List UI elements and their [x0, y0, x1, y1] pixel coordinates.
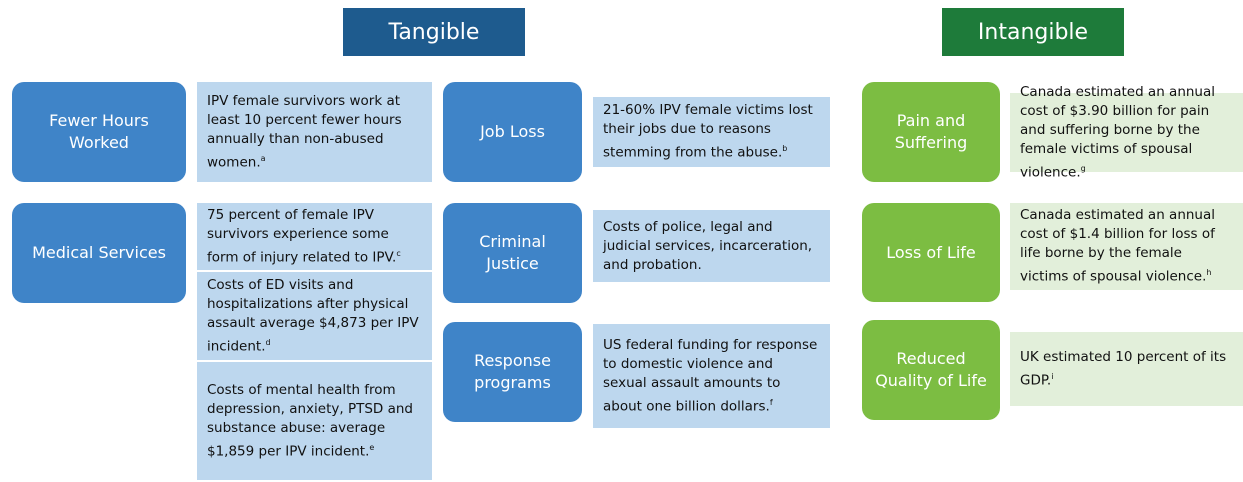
footnote-mark: f [769, 397, 773, 407]
detail-box: US federal funding for response to domes… [593, 324, 830, 428]
detail-text: 75 percent of female IPV survivors exper… [207, 206, 397, 266]
detail-box: 75 percent of female IPV survivors exper… [197, 203, 432, 270]
footnote-mark: c [396, 248, 401, 258]
category-box: Medical Services [12, 203, 186, 303]
footnote-mark: b [782, 144, 788, 154]
footnote-mark: d [265, 337, 271, 347]
detail-box: Costs of police, legal and judicial serv… [593, 210, 830, 282]
category-box: Loss of Life [862, 203, 1000, 302]
detail-box: IPV female survivors work at least 10 pe… [197, 82, 432, 182]
detail-box: Costs of ED visits and hospitalizations … [197, 272, 432, 360]
detail-text: UK estimated 10 percent of its GDP. [1020, 348, 1227, 389]
footnote-mark: h [1206, 268, 1212, 278]
category-box: Reduced Quality of Life [862, 320, 1000, 420]
footnote-mark: a [260, 153, 266, 163]
detail-text: Costs of ED visits and hospitalizations … [207, 276, 419, 355]
detail-box: Canada estimated an annual cost of $3.90… [1010, 84, 1243, 180]
header: Tangible [343, 8, 525, 56]
detail-text: US federal funding for response to domes… [603, 336, 818, 415]
category-box: Fewer Hours Worked [12, 82, 186, 182]
header: Intangible [942, 8, 1124, 56]
detail-text: Canada estimated an annual cost of $1.4 … [1020, 207, 1216, 285]
footnote-mark: i [1051, 371, 1054, 381]
detail-text: Canada estimated an annual cost of $3.90… [1020, 83, 1216, 181]
footnote-mark: e [369, 442, 375, 452]
detail-box: Canada estimated an annual cost of $1.4 … [1010, 203, 1243, 290]
detail-text: 21-60% IPV female victims lost their job… [603, 102, 813, 161]
category-box: Criminal Justice [443, 203, 582, 303]
detail-box: 21-60% IPV female victims lost their job… [593, 97, 830, 167]
detail-text: IPV female survivors work at least 10 pe… [207, 92, 402, 171]
category-box: Job Loss [443, 82, 582, 182]
detail-box: UK estimated 10 percent of its GDP.i [1010, 332, 1243, 406]
detail-text: Costs of police, legal and judicial serv… [603, 218, 813, 273]
footnote-mark: g [1080, 163, 1086, 173]
category-box: Response programs [443, 322, 582, 422]
detail-text: Costs of mental health from depression, … [207, 381, 414, 460]
detail-box: Costs of mental health from depression, … [197, 362, 432, 480]
category-box: Pain and Suffering [862, 82, 1000, 182]
